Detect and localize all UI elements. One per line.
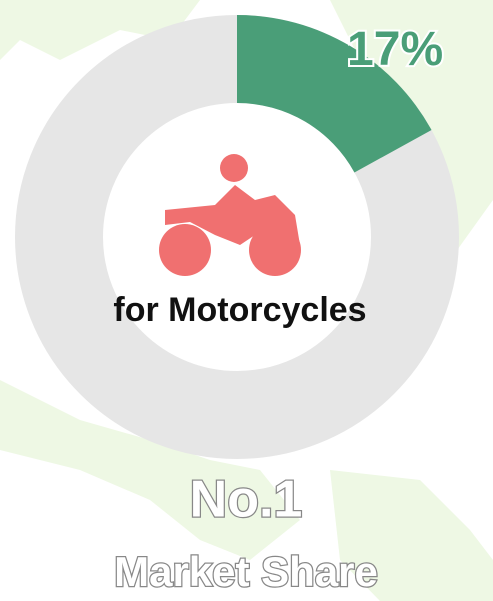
value-label: 17% [347, 23, 443, 76]
subtitle-label: Market Share [114, 548, 378, 595]
donut-segment [237, 15, 432, 173]
rank-label: No.1 [190, 471, 303, 529]
center-label: for Motorcycles [113, 291, 366, 329]
motorcycle-icon [159, 154, 301, 276]
